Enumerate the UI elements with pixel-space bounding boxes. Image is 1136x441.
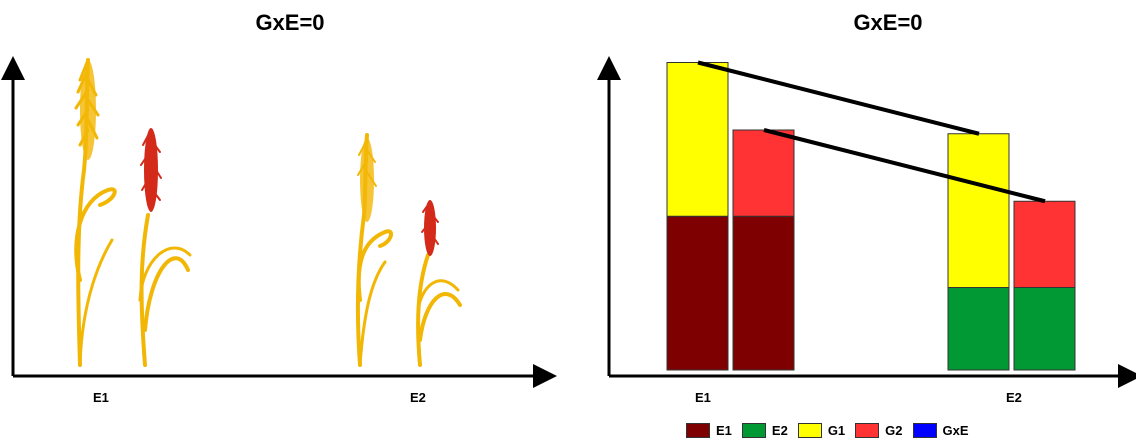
wheat-plant-e2-g1 xyxy=(355,133,393,367)
legend-label: G1 xyxy=(827,422,846,438)
bar-e1-g1-genotype xyxy=(666,62,729,217)
x-label-e1: E1 xyxy=(93,390,109,405)
legend-item-g1: G1 xyxy=(797,422,846,438)
bar-e1-g2-genotype xyxy=(732,129,795,217)
legend-label: E2 xyxy=(771,422,788,438)
left-panel: GxE=0 xyxy=(1,10,557,405)
reaction-norm-g1 xyxy=(697,60,980,136)
bar-e2-g2-environment xyxy=(1013,287,1076,371)
legend-item-g2: G2 xyxy=(855,422,903,438)
legend-label: GxE xyxy=(942,422,969,438)
wheat-illustration xyxy=(1,56,557,388)
bar-e1-g1-environment xyxy=(666,215,729,371)
bar-e2-g1-genotype xyxy=(947,133,1010,288)
legend: E1 E2 G1 G2 GxE xyxy=(686,422,979,438)
bar-e2-g2-genotype xyxy=(1013,200,1076,288)
right-panel-title: GxE=0 xyxy=(853,10,923,35)
bar-e1-g2-environment xyxy=(732,215,795,371)
right-panel: GxE=0 E1 E2 xyxy=(568,0,1136,441)
x-label-e2: E2 xyxy=(410,390,426,405)
bar-chart xyxy=(597,56,1136,388)
legend-item-e1: E1 xyxy=(686,422,732,438)
x-label-e1: E1 xyxy=(695,390,711,405)
legend-swatch xyxy=(912,422,937,438)
legend-item-e2: E2 xyxy=(741,422,788,438)
bar-e2-g1-environment xyxy=(947,287,1010,371)
x-label-e2: E2 xyxy=(1006,390,1022,405)
legend-swatch xyxy=(855,422,880,438)
legend-swatch xyxy=(686,422,710,438)
left-panel-title: GxE=0 xyxy=(255,10,325,35)
wheat-plant-e1-g2 xyxy=(138,128,192,367)
reaction-norm-g2 xyxy=(763,128,1046,204)
legend-item-gxe: GxE xyxy=(912,422,969,438)
legend-label: G2 xyxy=(885,422,903,438)
legend-label: E1 xyxy=(716,422,732,438)
legend-swatch xyxy=(741,422,766,438)
legend-swatch xyxy=(797,422,822,438)
wheat-plant-e1-g1 xyxy=(74,58,117,367)
wheat-plant-e2-g2 xyxy=(416,200,462,367)
